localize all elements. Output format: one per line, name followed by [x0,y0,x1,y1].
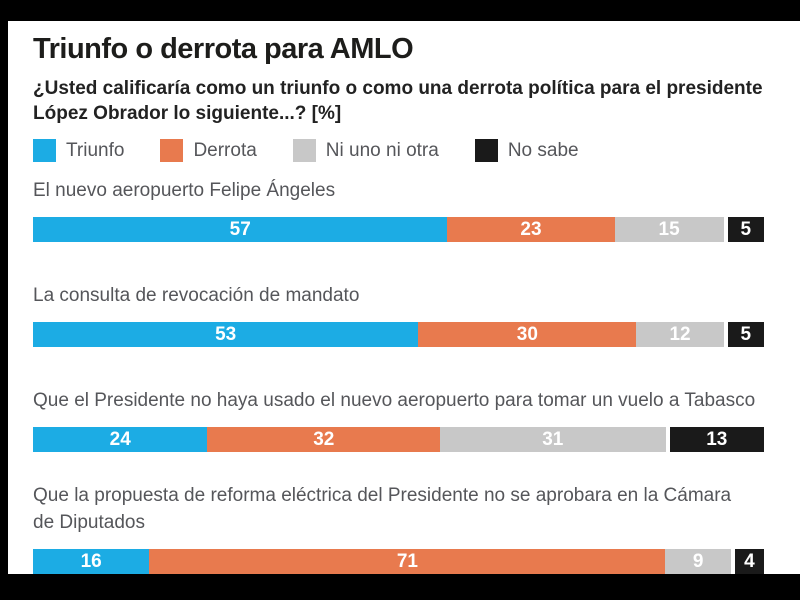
bar-segment-value: 16 [80,550,102,572]
bar-segment-ni-uno-ni-otra: 15 [614,217,724,242]
bar-segment-no-sabe: 4 [734,549,764,574]
legend-label: No sabe [507,139,579,161]
bar-segment-ni-uno-ni-otra: 12 [636,322,724,347]
bar-segment-ni-uno-ni-otra: 9 [665,549,731,574]
bar-segment-value: 5 [740,323,752,345]
legend-swatch-derrota [160,139,184,162]
bar-segment-value: 57 [229,218,251,240]
bar-segment-no-sabe: 5 [727,322,764,347]
bar-segment-value: 32 [313,428,335,450]
legend-item-triunfo: Triunfo [33,139,124,162]
legend-label: Ni uno ni otra [325,139,439,161]
bar-segment-value: 13 [706,428,728,450]
bar-segment-value: 15 [658,218,680,240]
bar-segment-no-sabe: 5 [727,217,764,242]
chart-subtitle: ¿Usted calificaría como un triunfo o com… [33,78,763,124]
bar-segment-triunfo: 53 [33,322,419,347]
legend-swatch-ni-uno-ni-otra [292,139,316,162]
bar-segment-derrota: 23 [447,217,615,242]
bar-segment-derrota: 30 [418,322,637,347]
bar-segment-value: 31 [542,428,564,450]
stacked-bar: 16 71 9 4 [33,549,764,574]
bar-segment-value: 53 [215,323,237,345]
chart-canvas: Triunfo o derrota para AMLO ¿Usted calif… [8,21,800,574]
bar-segment-derrota: 71 [149,549,666,574]
stacked-bar: 53 30 12 5 [33,322,764,347]
bar-row-label: La consulta de revocación de mandato [33,285,360,306]
legend-item-no-sabe: No sabe [474,139,579,162]
legend-swatch-triunfo [33,139,56,162]
stacked-bar: 24 32 31 13 [33,427,765,452]
bar-segment-value: 5 [740,218,752,240]
bar-segment-triunfo: 16 [33,549,150,574]
legend-item-derrota: Derrota [160,139,257,162]
legend-item-ni-uno-ni-otra: Ni uno ni otra [292,139,439,162]
bar-segment-value: 30 [516,323,538,345]
bar-segment-value: 9 [692,550,704,572]
legend: Triunfo Derrota Ni uno ni otra No sabe [33,139,764,162]
bar-segment-triunfo: 24 [33,427,208,452]
stacked-bar: 57 23 15 5 [33,217,764,242]
bar-row: Que la propuesta de reforma eléctrica de… [33,482,764,574]
bar-segment-value: 4 [744,550,755,572]
bar-row-label: El nuevo aeropuerto Felipe Ángeles [33,180,336,201]
bar-segment-derrota: 32 [207,427,441,452]
legend-label: Derrota [193,139,257,161]
bar-segment-value: 71 [396,550,418,572]
bar-segment-no-sabe: 13 [669,427,765,452]
bar-segment-ni-uno-ni-otra: 31 [440,427,666,452]
bar-row: Que el Presidente no haya usado el nuevo… [33,387,765,452]
legend-label: Triunfo [66,139,125,161]
bar-segment-value: 24 [109,428,131,450]
bar-segment-value: 23 [520,218,542,240]
bar-row: La consulta de revocación de mandato 53 … [33,282,764,347]
bar-row-label: Que el Presidente no haya usado el nuevo… [33,390,756,411]
chart-title: Triunfo o derrota para AMLO [33,33,414,65]
bar-row: El nuevo aeropuerto Felipe Ángeles 57 23… [33,177,764,242]
legend-swatch-no-sabe [474,139,498,162]
bar-segment-triunfo: 57 [33,217,448,242]
bar-segment-value: 12 [669,323,691,345]
bar-row-label: Que la propuesta de reforma eléctrica de… [33,485,732,533]
